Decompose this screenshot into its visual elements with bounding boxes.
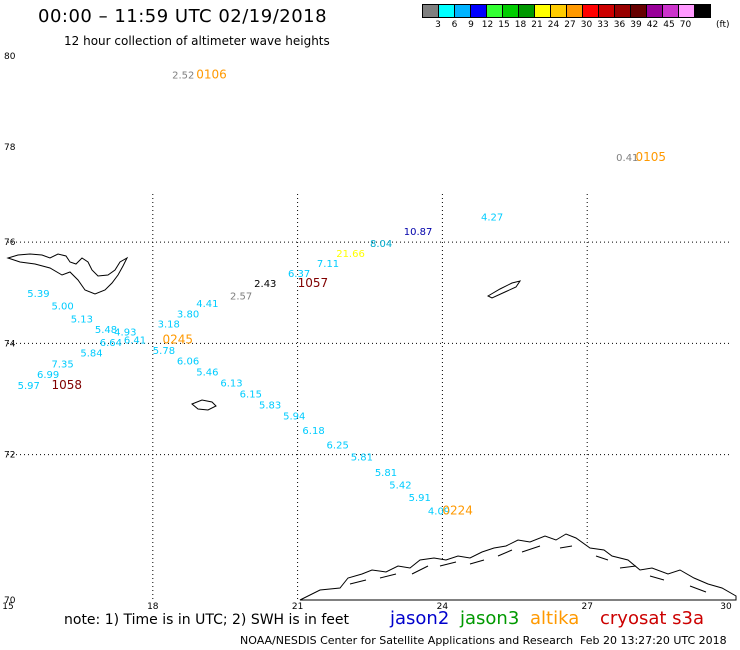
color-scale-tick: 39 xyxy=(630,20,642,30)
wave-height-label: 6.13 xyxy=(220,378,242,389)
color-scale-tick: 21 xyxy=(531,20,543,30)
latitude-label: 80 xyxy=(4,52,16,62)
pass-time-label: 0106 xyxy=(196,67,227,81)
color-scale-tick: 27 xyxy=(564,20,576,30)
wave-height-label: 5.39 xyxy=(27,289,49,300)
footer-timestamp: Feb 20 13:27:20 UTC 2018 xyxy=(580,634,727,647)
wave-height-label: 5.42 xyxy=(389,480,411,491)
color-scale-tick: 12 xyxy=(481,20,494,30)
color-swatch xyxy=(694,4,711,18)
wave-height-label: 6.64 xyxy=(100,338,122,349)
color-scale-tick: 70 xyxy=(679,20,692,30)
wave-height-label: 6.99 xyxy=(37,370,59,381)
latitude-label: 72 xyxy=(4,451,15,461)
wave-height-label: 5.81 xyxy=(375,468,397,479)
wave-height-label: 4.41 xyxy=(196,299,218,310)
color-scale-tick: 15 xyxy=(498,20,510,30)
wave-height-label: 5.13 xyxy=(71,315,93,326)
latitude-label: 78 xyxy=(4,143,16,153)
longitude-label: 24 xyxy=(437,602,449,610)
longitude-label: 15 xyxy=(2,602,13,610)
wave-height-label: 5.84 xyxy=(80,349,102,360)
satellite-legend-item: cryosat s3a xyxy=(600,608,705,629)
wave-height-label: 5.81 xyxy=(351,453,373,464)
wave-height-label: 10.87 xyxy=(404,227,433,238)
norway-fjords xyxy=(349,545,707,593)
color-scale-tick: 42 xyxy=(646,20,659,30)
wave-height-label: 5.91 xyxy=(409,493,431,504)
wave-height-label: 7.35 xyxy=(51,359,73,370)
wave-height-label: 21.66 xyxy=(336,249,365,260)
wave-height-label: 6.37 xyxy=(288,269,310,280)
color-scale-tick: 3 xyxy=(435,20,441,30)
wave-height-label: 8.04 xyxy=(370,239,392,250)
wave-height-label: 4.09 xyxy=(428,506,450,517)
wave-height-label: 5.78 xyxy=(153,346,175,357)
pass-time-label: 1057 xyxy=(298,276,329,290)
footer-credit: NOAA/NESDIS Center for Satellite Applica… xyxy=(240,634,574,647)
wave-height-label: 5.48 xyxy=(95,325,117,336)
pass-time-label: 1058 xyxy=(51,378,82,392)
wave-height-label: 6.06 xyxy=(177,357,199,368)
color-scale-tick: 30 xyxy=(580,20,593,30)
footer-note: note: 1) Time is in UTC; 2) SWH is in fe… xyxy=(64,612,350,628)
wave-height-label: 6.15 xyxy=(240,389,262,400)
page-subtitle: 12 hour collection of altimeter wave hei… xyxy=(64,34,330,48)
wave-height-label: 7.11 xyxy=(317,259,339,270)
wave-height-label: 5.94 xyxy=(283,412,305,423)
color-scale-tick: 33 xyxy=(597,20,609,30)
satellite-legend-item: jason3 xyxy=(460,608,520,629)
color-scale-tick: 45 xyxy=(663,20,675,30)
wave-height-label: 3.80 xyxy=(177,309,199,320)
longitude-label: 27 xyxy=(581,602,592,610)
latitude-label: 70 xyxy=(4,596,16,606)
latitude-label: 74 xyxy=(4,339,16,349)
wave-height-label: 3.18 xyxy=(158,320,180,331)
wave-height-label: 4.93 xyxy=(114,328,136,339)
satellite-legend-item: altika xyxy=(530,608,580,629)
wave-height-label: 6.41 xyxy=(124,335,146,346)
coastline xyxy=(6,253,737,601)
pass-time-label: 0224 xyxy=(442,503,473,517)
map-grid xyxy=(8,193,732,600)
norway-coast xyxy=(299,533,737,601)
color-scale-legend xyxy=(422,4,711,18)
wave-height-label: 5.83 xyxy=(259,400,281,411)
wave-height-label: 6.25 xyxy=(327,441,349,452)
color-scale-tick: 9 xyxy=(468,20,474,30)
bear-island xyxy=(191,399,217,411)
color-scale-tick: 18 xyxy=(514,20,527,30)
wave-height-label: 2.43 xyxy=(254,279,276,290)
latitude-label: 76 xyxy=(4,238,16,248)
wave-height-label: 5.46 xyxy=(196,367,218,378)
wave-height-label: 2.52 xyxy=(172,70,194,81)
wave-height-label: 4.27 xyxy=(481,212,503,223)
color-scale-tick: 36 xyxy=(613,20,626,30)
wave-height-label: 0.41 xyxy=(616,153,638,164)
wave-height-label: 5.97 xyxy=(18,381,40,392)
svalbard-coast xyxy=(6,253,129,295)
color-scale-tick: 6 xyxy=(451,20,458,30)
longitude-label: 30 xyxy=(720,602,732,610)
pass-time-label: 0105 xyxy=(635,150,666,164)
wave-height-label: 6.18 xyxy=(302,426,324,437)
page-title: 00:00 – 11:59 UTC 02/19/2018 xyxy=(38,6,328,27)
wave-height-label: 5.00 xyxy=(51,302,73,313)
color-scale-unit: (ft) xyxy=(716,20,730,30)
satellite-legend-item: jason2 xyxy=(390,608,450,629)
longitude-label: 21 xyxy=(292,602,303,610)
wave-height-label: 2.57 xyxy=(230,291,252,302)
hopen-island xyxy=(486,280,522,299)
longitude-label: 18 xyxy=(147,602,159,610)
pass-time-label: 0245 xyxy=(162,332,193,346)
color-scale-tick: 24 xyxy=(547,20,560,30)
